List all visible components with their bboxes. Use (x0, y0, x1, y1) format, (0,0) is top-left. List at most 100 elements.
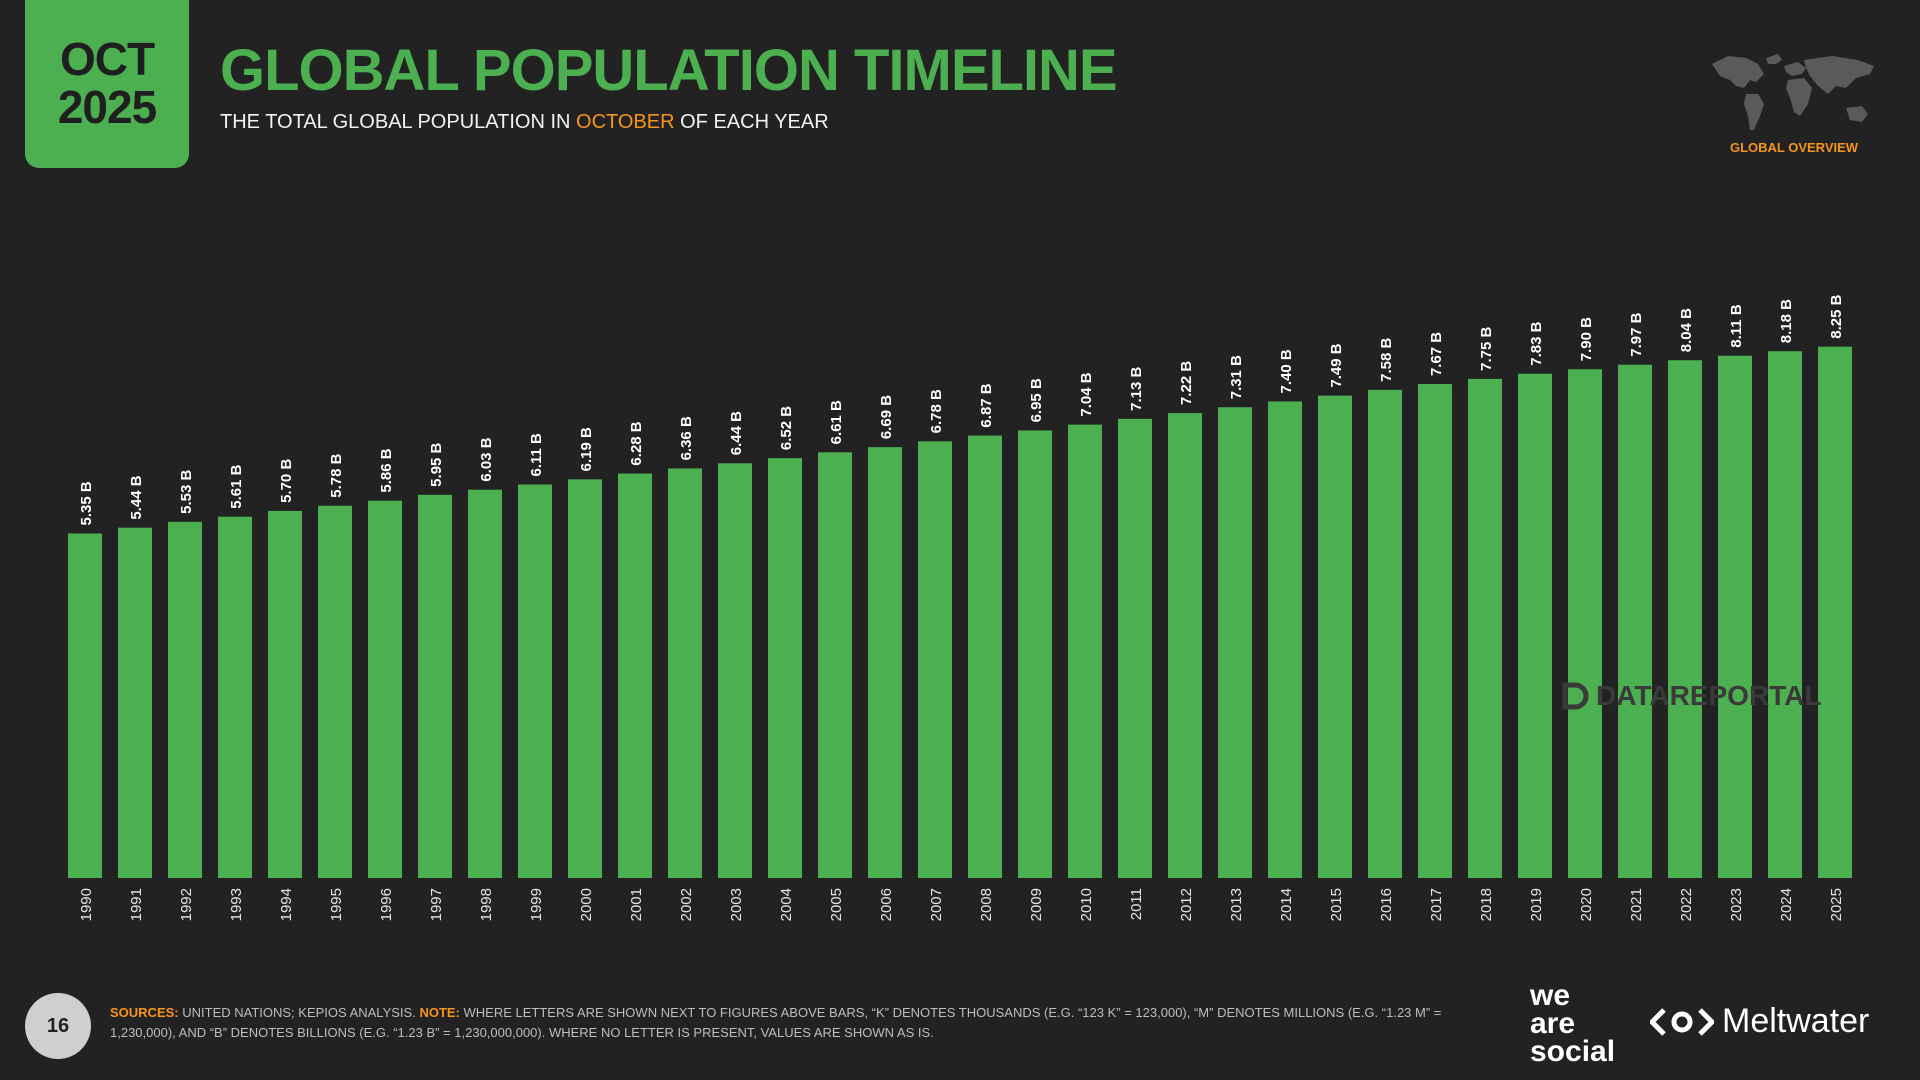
meltwater-logo: Meltwater (1650, 1002, 1869, 1041)
bar-2025 (1818, 346, 1852, 878)
x-tick-2004: 2004 (778, 888, 795, 921)
bar-2017 (1418, 384, 1452, 878)
bar-2018 (1468, 378, 1502, 878)
value-label-2018: 7.75 B (1478, 327, 1495, 371)
sources-label: SOURCES: (110, 1005, 179, 1020)
x-tick-2008: 2008 (978, 888, 995, 921)
datareportal-watermark: DATAREPORTAL (1560, 680, 1822, 712)
world-map-icon (1712, 54, 1874, 130)
watermark-text: DATAREPORTAL (1596, 680, 1822, 711)
page-number: 16 (25, 993, 91, 1059)
x-tick-2010: 2010 (1078, 888, 1095, 921)
bar-1993 (218, 516, 252, 878)
value-label-1999: 6.11 B (528, 433, 545, 477)
value-label-1994: 5.70 B (278, 459, 295, 503)
subtitle-part-2: OF EACH YEAR (674, 111, 829, 133)
bar-2014 (1268, 401, 1302, 878)
x-tick-2024: 2024 (1778, 888, 1795, 921)
bar-1992 (168, 521, 202, 878)
bar-chart: 5.35 B 1990 5.44 B 1991 5.53 B 1992 5.61 B 1993… (68, 294, 1852, 921)
page-subtitle: THE TOTAL GLOBAL POPULATION IN OCTOBER O… (220, 110, 829, 134)
x-tick-1994: 1994 (278, 888, 295, 921)
value-label-2019: 7.83 B (1528, 321, 1545, 365)
x-tick-1999: 1999 (528, 888, 545, 921)
bar-2010 (1068, 424, 1102, 878)
bar-2022 (1668, 360, 1702, 878)
brand-word-2: are (1530, 1007, 1576, 1040)
value-label-2014: 7.40 B (1278, 349, 1295, 393)
x-tick-2012: 2012 (1178, 888, 1195, 921)
x-tick-2000: 2000 (578, 888, 595, 921)
x-tick-2007: 2007 (928, 888, 945, 921)
bar-2015 (1318, 395, 1352, 878)
value-label-2006: 6.69 B (878, 395, 895, 439)
x-tick-2006: 2006 (878, 888, 895, 921)
x-tick-2016: 2016 (1378, 888, 1395, 921)
bar-1991 (118, 527, 152, 878)
date-badge: OCT 2025 (25, 0, 189, 168)
note-label: NOTE: (419, 1005, 460, 1020)
bar-2001 (618, 473, 652, 878)
badge-year: 2025 (57, 81, 157, 133)
value-label-2011: 7.13 B (1128, 366, 1145, 410)
bar-2009 (1018, 430, 1052, 878)
x-tick-2020: 2020 (1578, 888, 1595, 921)
value-label-2021: 7.97 B (1628, 312, 1645, 356)
bar-2019 (1518, 373, 1552, 878)
x-tick-2019: 2019 (1528, 888, 1545, 921)
value-label-1990: 5.35 B (78, 481, 95, 525)
x-tick-1998: 1998 (478, 888, 495, 921)
value-label-1991: 5.44 B (128, 475, 145, 519)
value-label-2005: 6.61 B (828, 400, 845, 444)
bar-1994 (268, 510, 302, 878)
x-tick-2017: 2017 (1428, 888, 1445, 921)
x-tick-2014: 2014 (1278, 888, 1295, 921)
bar-2016 (1368, 389, 1402, 878)
bar-2007 (918, 441, 952, 878)
bar-2024 (1768, 351, 1802, 878)
x-tick-2015: 2015 (1328, 888, 1345, 921)
value-label-1995: 5.78 B (328, 453, 345, 497)
x-tick-2011: 2011 (1128, 888, 1145, 920)
value-label-2001: 6.28 B (628, 421, 645, 465)
x-tick-1995: 1995 (328, 888, 345, 921)
subtitle-part-1: THE TOTAL GLOBAL POPULATION IN (220, 111, 577, 133)
value-label-2015: 7.49 B (1328, 343, 1345, 387)
bar-2006 (868, 447, 902, 878)
value-label-1993: 5.61 B (228, 464, 245, 508)
bar-1999 (518, 484, 552, 878)
value-label-2003: 6.44 B (728, 411, 745, 455)
bar-1990 (68, 533, 102, 878)
we-are-social-logo: we are social (1530, 981, 1616, 1068)
value-label-2004: 6.52 B (778, 406, 795, 450)
x-tick-2002: 2002 (678, 888, 695, 921)
note-text: WHERE LETTERS ARE SHOWN NEXT TO FIGURES … (110, 1005, 1442, 1040)
value-label-2024: 8.18 B (1778, 299, 1795, 343)
x-tick-2025: 2025 (1828, 888, 1845, 921)
bar-1996 (368, 500, 402, 878)
value-label-2020: 7.90 B (1578, 317, 1595, 361)
x-tick-2018: 2018 (1478, 888, 1495, 921)
value-label-2008: 6.87 B (978, 383, 995, 427)
x-tick-1996: 1996 (378, 888, 395, 921)
value-label-2013: 7.31 B (1228, 355, 1245, 399)
bar-1997 (418, 494, 452, 878)
meltwater-mark-icon (1650, 1007, 1714, 1036)
footer-note: SOURCES: UNITED NATIONS; KEPIOS ANALYSIS… (110, 1003, 1500, 1043)
value-label-2012: 7.22 B (1178, 361, 1195, 405)
subtitle-highlight: OCTOBER (576, 111, 675, 133)
value-label-1996: 5.86 B (378, 448, 395, 492)
value-label-2009: 6.95 B (1028, 378, 1045, 422)
brand-word-3: social (1530, 1035, 1616, 1068)
bar-2013 (1218, 407, 1252, 878)
x-tick-1991: 1991 (128, 888, 145, 921)
value-label-1998: 6.03 B (478, 437, 495, 481)
x-tick-1997: 1997 (428, 888, 445, 921)
value-label-2022: 8.04 B (1678, 308, 1695, 352)
value-label-2007: 6.78 B (928, 389, 945, 433)
value-label-2010: 7.04 B (1078, 372, 1095, 416)
bar-2005 (818, 452, 852, 878)
x-tick-2022: 2022 (1678, 888, 1695, 921)
bar-2012 (1168, 413, 1202, 878)
x-tick-1992: 1992 (178, 888, 195, 921)
